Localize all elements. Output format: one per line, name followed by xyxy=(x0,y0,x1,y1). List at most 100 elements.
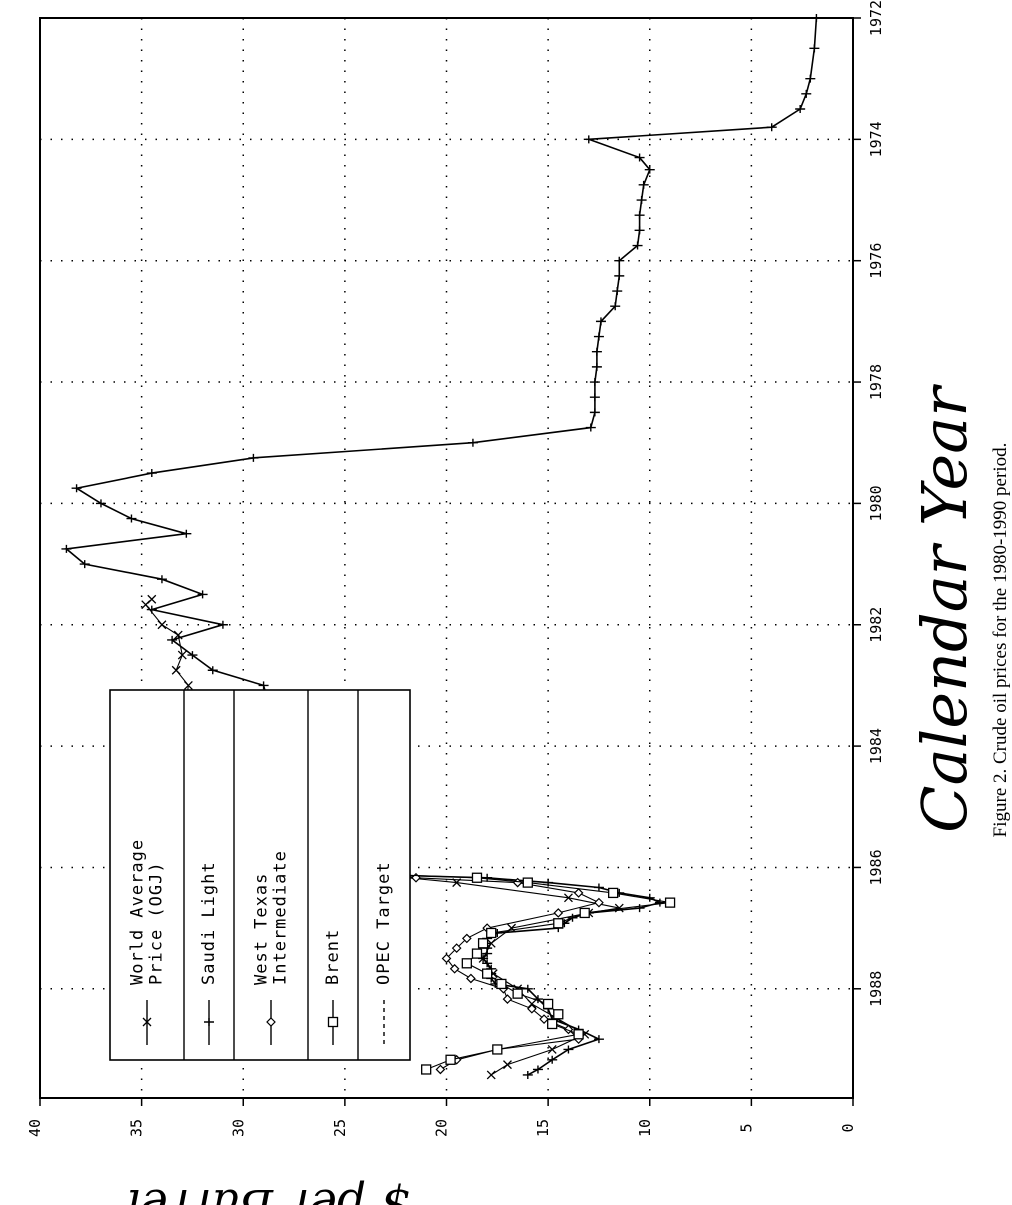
data-point xyxy=(632,241,643,250)
data-point xyxy=(573,1029,584,1040)
price-tick-label: 20 xyxy=(433,1119,451,1137)
data-point xyxy=(258,681,269,690)
legend-entry: West Texas Intermediate xyxy=(252,850,291,1045)
data-point xyxy=(594,897,604,908)
year-tick-label: 1978 xyxy=(867,364,885,400)
data-point xyxy=(563,1045,574,1054)
data-point xyxy=(542,998,554,1010)
legend-label: Brent xyxy=(323,929,343,985)
legend: World Average Price (OGJ) Saudi Light West … xyxy=(109,689,411,1061)
x-axis-label: Calendar Year xyxy=(908,384,981,833)
data-point xyxy=(502,994,513,1004)
data-point xyxy=(486,1070,496,1080)
data-point xyxy=(126,514,137,523)
data-point xyxy=(197,590,208,599)
year-tick-label: 1984 xyxy=(867,728,885,764)
data-point xyxy=(809,44,820,53)
data-point xyxy=(553,918,564,929)
data-point xyxy=(801,89,812,98)
data-point xyxy=(482,873,493,882)
legend-label: OPEC Target xyxy=(374,861,394,985)
data-point xyxy=(610,302,621,311)
legend-label: Saudi Light xyxy=(199,861,219,985)
data-point xyxy=(449,963,460,974)
price-tick-label: 25 xyxy=(331,1119,349,1137)
data-point xyxy=(614,903,624,913)
data-point xyxy=(664,897,676,908)
data-point xyxy=(445,1054,456,1065)
year-tick-label: 1980 xyxy=(867,485,885,521)
data-point xyxy=(527,999,537,1009)
data-point xyxy=(589,378,600,387)
data-point xyxy=(636,196,647,205)
data-point xyxy=(532,1065,543,1074)
data-point xyxy=(435,1064,446,1075)
legend-sample-marker xyxy=(142,1017,152,1027)
data-point xyxy=(805,74,816,83)
price-tick-label: 35 xyxy=(128,1119,146,1137)
data-point xyxy=(482,959,493,968)
legend-sample-marker xyxy=(266,1017,276,1027)
data-point xyxy=(591,347,602,356)
data-point xyxy=(634,904,645,913)
data-point xyxy=(441,953,452,964)
data-point xyxy=(461,933,472,944)
data-point xyxy=(583,135,594,144)
data-point xyxy=(634,211,645,220)
data-point xyxy=(547,1055,558,1064)
data-point xyxy=(585,423,596,432)
data-point xyxy=(634,153,645,162)
year-tick-label: 1976 xyxy=(867,243,885,279)
data-point xyxy=(187,651,198,660)
legend-sample-marker xyxy=(204,1018,214,1026)
data-point xyxy=(183,680,193,690)
data-point xyxy=(61,544,72,553)
data-point xyxy=(156,575,167,584)
data-point xyxy=(496,978,507,990)
figure-caption: Figure 2. Crude oil prices for the 1980-… xyxy=(990,443,1011,838)
data-point xyxy=(614,271,625,280)
data-point xyxy=(217,620,228,629)
legend-entry: Brent xyxy=(323,929,343,1045)
data-point xyxy=(477,938,489,949)
data-point xyxy=(461,958,472,969)
data-point xyxy=(467,438,478,447)
legend-box xyxy=(109,689,411,1061)
data-point xyxy=(207,666,218,675)
legend-label: Price (OGJ) xyxy=(147,861,167,985)
data-point xyxy=(71,484,82,493)
legend-label: West Texas xyxy=(252,873,272,985)
data-point xyxy=(644,165,655,174)
data-point xyxy=(573,888,584,898)
data-point xyxy=(486,938,496,948)
legend-label: World Average xyxy=(128,839,148,985)
year-tick-label: 1986 xyxy=(867,849,885,885)
y-axis-label: $ per Barrel xyxy=(126,1179,410,1205)
price-tick-label: 10 xyxy=(636,1119,654,1137)
data-point xyxy=(612,287,623,296)
data-point xyxy=(527,1003,537,1014)
data-point xyxy=(503,1060,512,1070)
data-point xyxy=(539,1014,549,1024)
data-point xyxy=(512,988,523,999)
data-point xyxy=(795,105,806,114)
legend-entry: OPEC Target xyxy=(374,861,394,1045)
price-tick-label: 15 xyxy=(534,1119,552,1137)
data-point xyxy=(638,180,649,189)
data-point xyxy=(157,620,167,630)
price-tick-label: 5 xyxy=(737,1123,755,1132)
data-point xyxy=(171,665,181,675)
legend-label: Intermediate xyxy=(271,850,291,985)
data-point xyxy=(486,927,497,939)
data-point xyxy=(181,529,192,538)
price-tick-label: 0 xyxy=(839,1123,857,1132)
data-point xyxy=(79,560,90,569)
data-point xyxy=(471,872,483,883)
data-point xyxy=(146,469,157,478)
data-point xyxy=(589,408,600,417)
data-point xyxy=(492,1044,503,1055)
data-point xyxy=(466,973,476,984)
legend-sample-marker xyxy=(327,1016,339,1028)
data-point xyxy=(547,1018,558,1030)
legend-entry: World Average Price (OGJ) xyxy=(128,839,167,1045)
